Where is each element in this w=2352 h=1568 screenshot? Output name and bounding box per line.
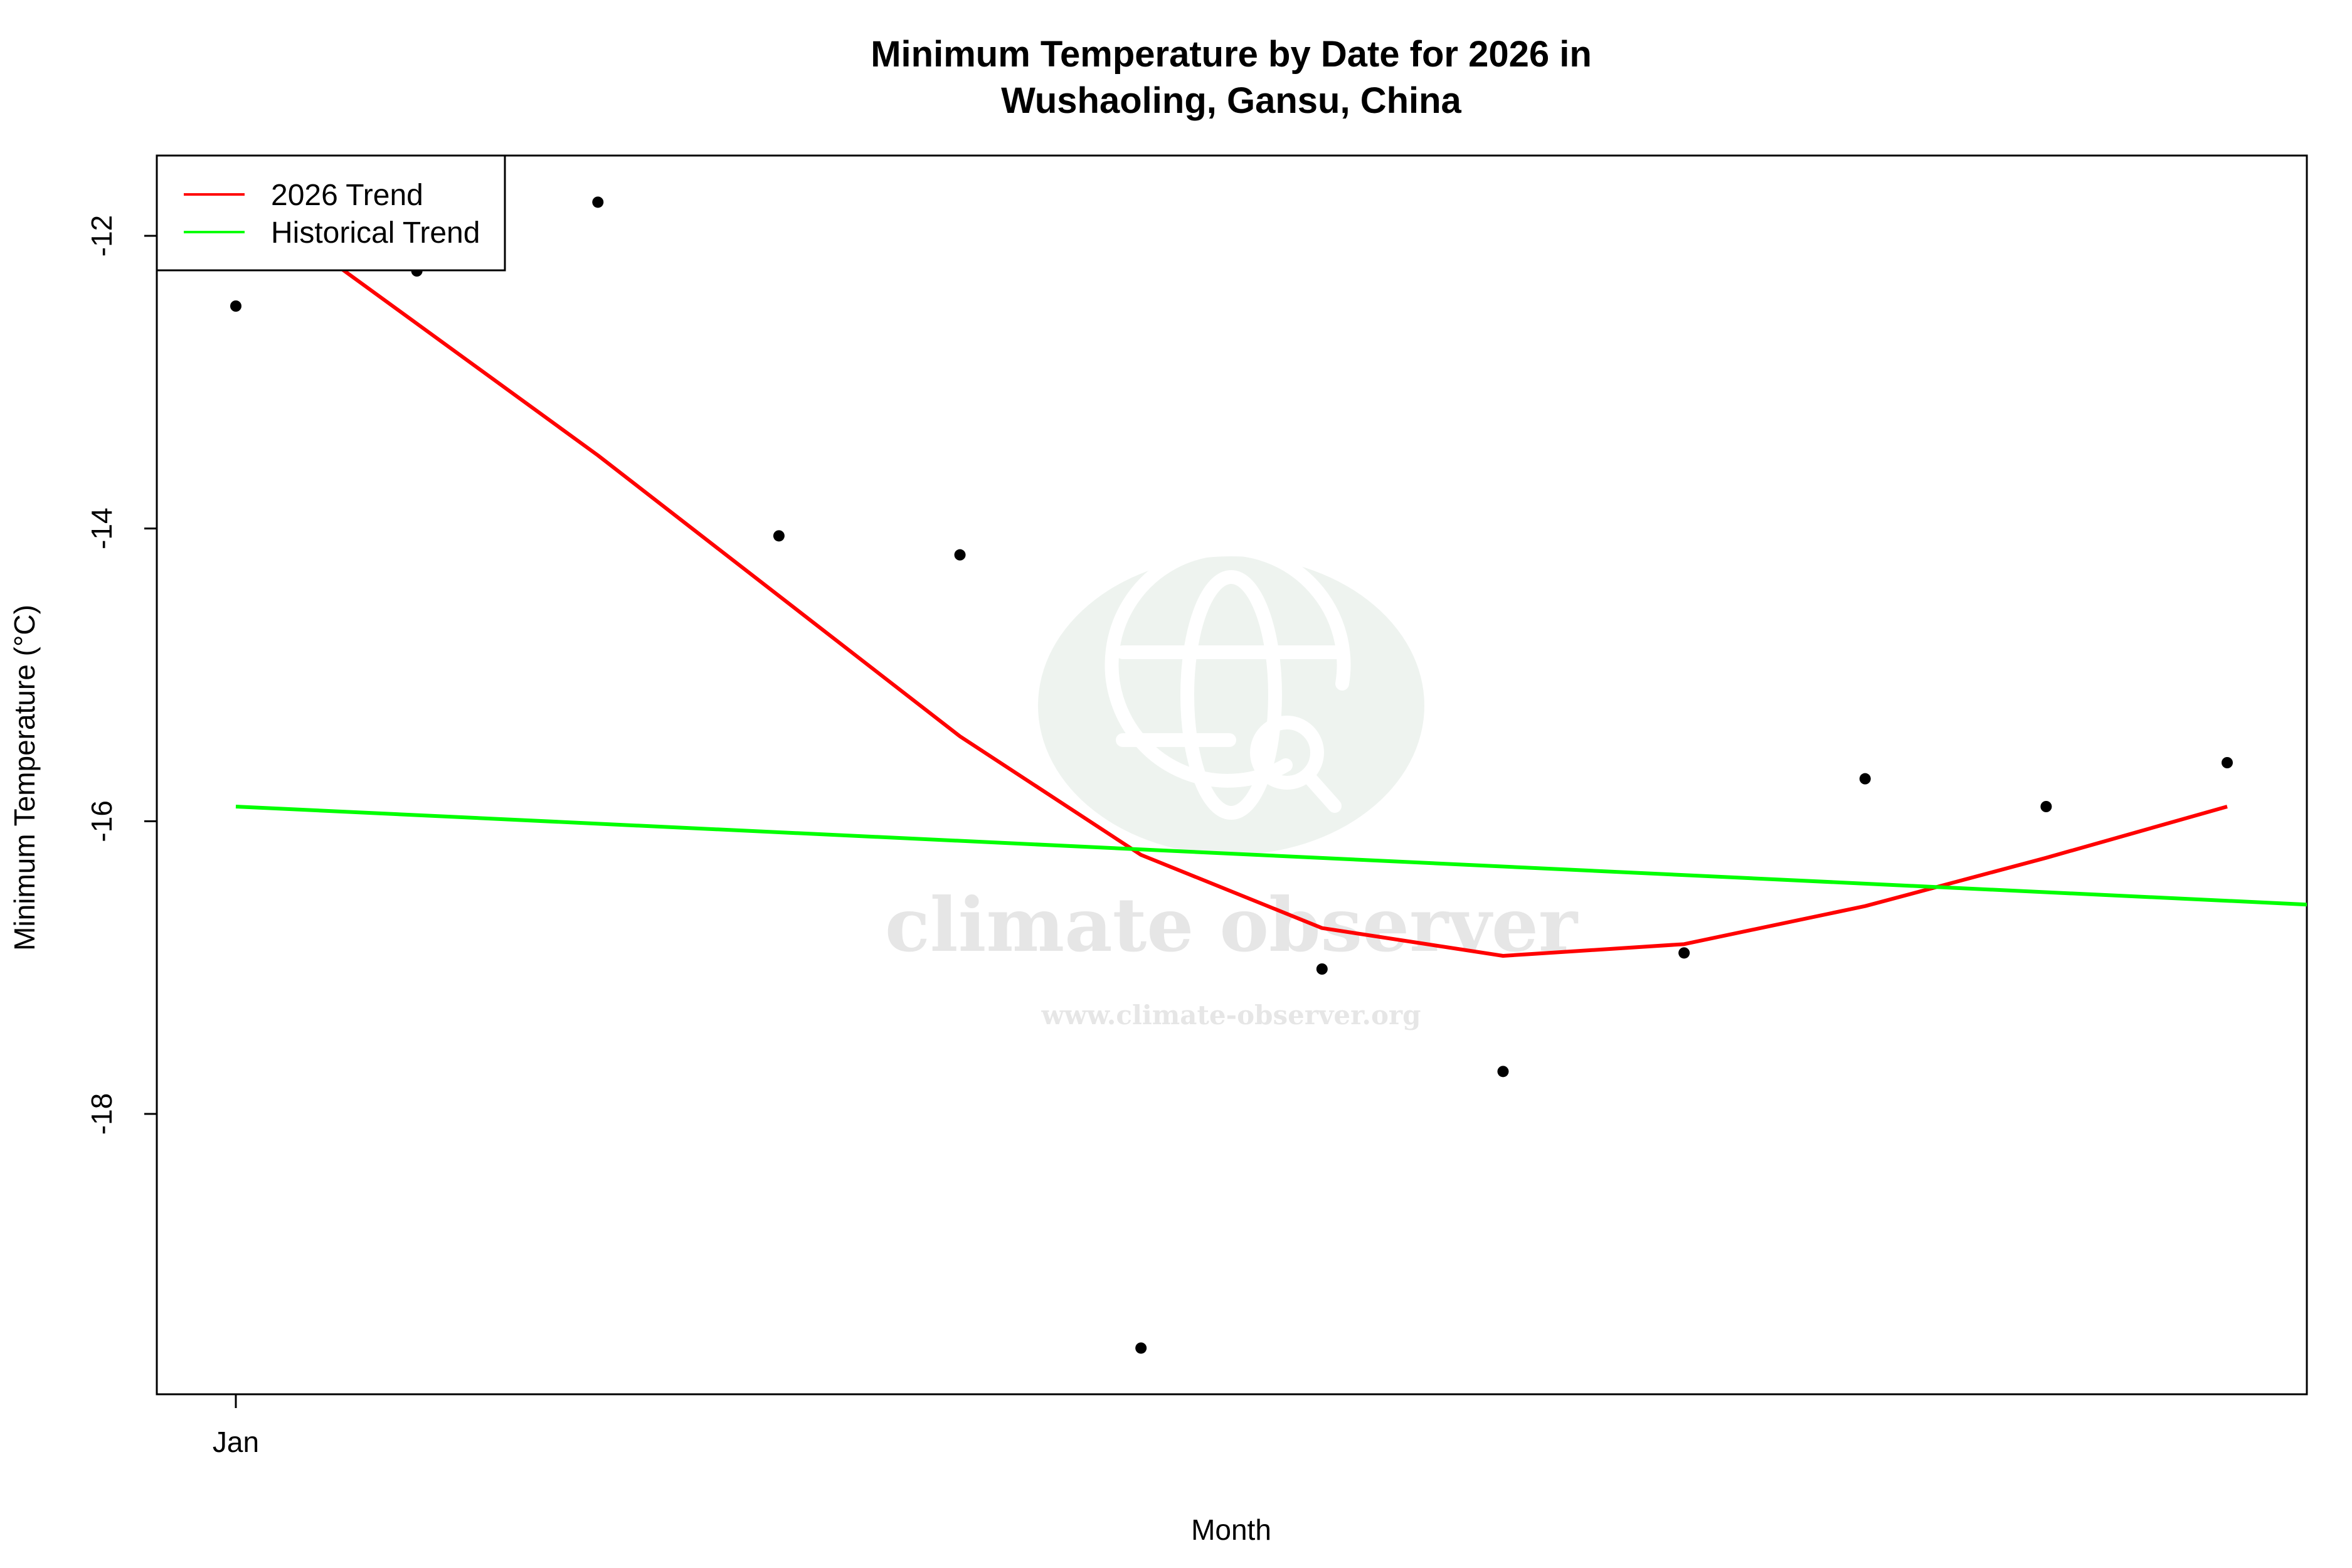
x-axis: Jan	[213, 1394, 259, 1458]
historical-trend-line	[235, 805, 2307, 907]
data-point	[1316, 963, 1328, 975]
data-point	[2222, 757, 2233, 768]
x-axis-label: Month	[1191, 1513, 1271, 1546]
chart-title-line-2: Wushaoling, Gansu, China	[1001, 80, 1461, 121]
legend-box	[156, 154, 506, 272]
y-tick-label: -16	[85, 800, 118, 842]
y-tick-label: -14	[85, 507, 118, 549]
legend-label-2026-trend: 2026 Trend	[271, 179, 423, 212]
x-tick-label: Jan	[213, 1426, 259, 1458]
data-point	[230, 300, 241, 312]
data-point	[592, 196, 604, 208]
series-layer	[230, 190, 2307, 1354]
y-tick-label: -18	[85, 1093, 118, 1135]
data-point	[954, 549, 966, 561]
data-point	[2040, 801, 2052, 812]
legend-label-historical-trend: Historical Trend	[271, 216, 480, 250]
data-point	[1135, 1342, 1147, 1354]
y-axis: -12 -14 -16 -18	[85, 215, 157, 1135]
plot-area	[156, 154, 2308, 1396]
chart-title-line-1: Minimum Temperature by Date for 2026 in	[871, 34, 1592, 75]
data-point	[1678, 947, 1690, 959]
2026-trend-line	[235, 190, 2228, 958]
data-point	[773, 530, 785, 542]
watermark-badge	[1038, 556, 1424, 855]
y-tick-label: -12	[85, 215, 118, 257]
legend: 2026 Trend Historical Trend	[156, 154, 506, 272]
watermark-brand: climate observer	[885, 881, 1579, 968]
data-point	[1497, 1066, 1509, 1078]
watermark-url: www.climate-observer.org	[1041, 1000, 1421, 1030]
y-axis-label: Minimum Temperature (°C)	[8, 605, 41, 951]
watermark: climate observer www.climate-observer.or…	[885, 541, 1579, 1030]
globe-search-icon	[1104, 541, 1351, 820]
data-point	[1859, 773, 1871, 785]
